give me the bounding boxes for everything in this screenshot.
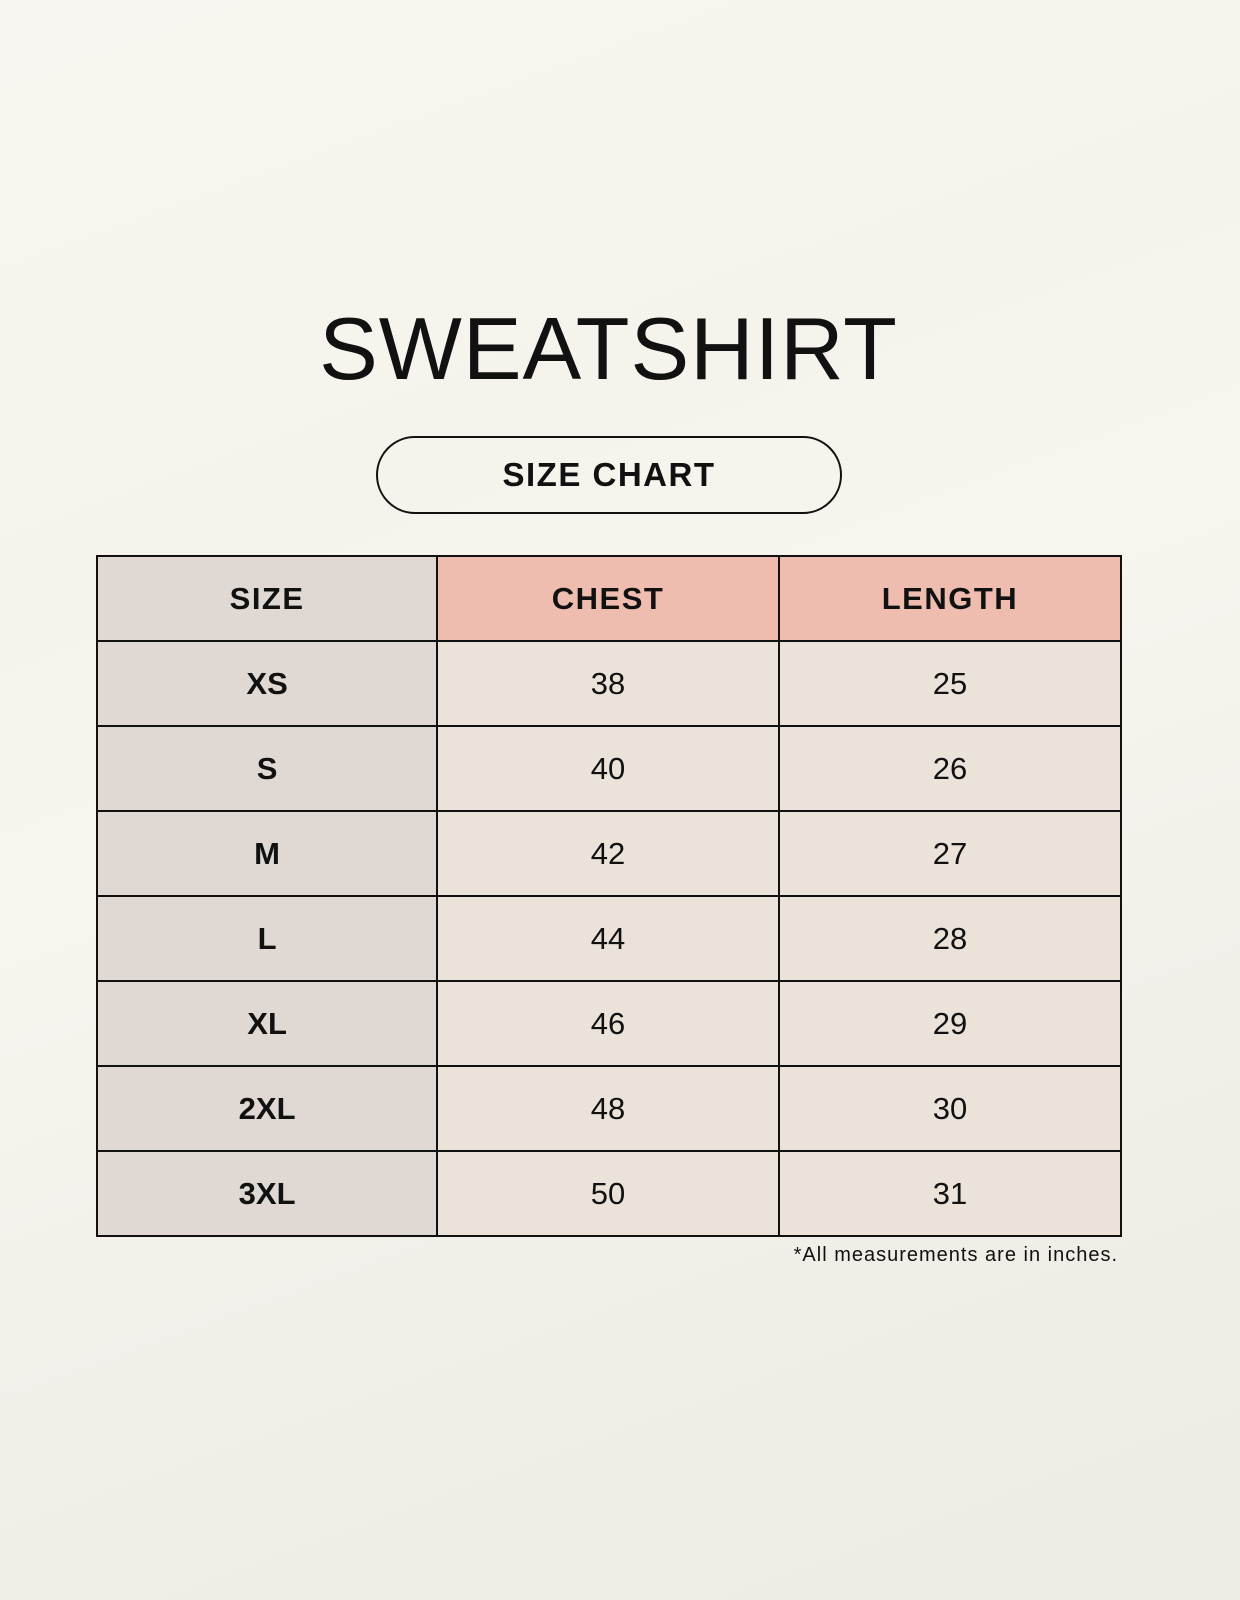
chest-cell: 50	[436, 1150, 780, 1237]
length-cell: 31	[777, 1150, 1123, 1237]
table-row: M 42 27	[95, 810, 1123, 897]
length-cell: 29	[777, 980, 1123, 1067]
table-row: 2XL 48 30	[95, 1065, 1123, 1152]
header-size: SIZE	[95, 555, 439, 642]
table-row: 3XL 50 31	[95, 1150, 1123, 1237]
length-cell: 28	[777, 895, 1123, 982]
size-cell: XL	[95, 980, 439, 1067]
size-cell: 2XL	[95, 1065, 439, 1152]
length-cell: 25	[777, 640, 1123, 727]
chest-cell: 40	[436, 725, 780, 812]
header-length: LENGTH	[777, 555, 1123, 642]
size-cell: M	[95, 810, 439, 897]
size-cell: XS	[95, 640, 439, 727]
table-row: L 44 28	[95, 895, 1123, 982]
table-header-row: SIZE CHEST LENGTH	[95, 555, 1123, 642]
size-chart-label: SIZE CHART	[376, 436, 842, 514]
size-cell: S	[95, 725, 439, 812]
size-cell: L	[95, 895, 439, 982]
page-title: SWEATSHIRT	[319, 299, 898, 398]
chest-cell: 38	[436, 640, 780, 727]
chest-cell: 48	[436, 1065, 780, 1152]
length-cell: 30	[777, 1065, 1123, 1152]
chest-cell: 46	[436, 980, 780, 1067]
size-cell: 3XL	[95, 1150, 439, 1237]
table-row: S 40 26	[95, 725, 1123, 812]
length-cell: 26	[777, 725, 1123, 812]
size-table: SIZE CHEST LENGTH XS 38 25 S 40 26 M 42 27 L 44 28 X…	[95, 555, 1123, 1237]
chest-cell: 42	[436, 810, 780, 897]
chest-cell: 44	[436, 895, 780, 982]
header-chest: CHEST	[436, 555, 780, 642]
length-cell: 27	[777, 810, 1123, 897]
table-row: XS 38 25	[95, 640, 1123, 727]
measurement-note: *All measurements are in inches.	[793, 1244, 1118, 1266]
table-row: XL 46 29	[95, 980, 1123, 1067]
